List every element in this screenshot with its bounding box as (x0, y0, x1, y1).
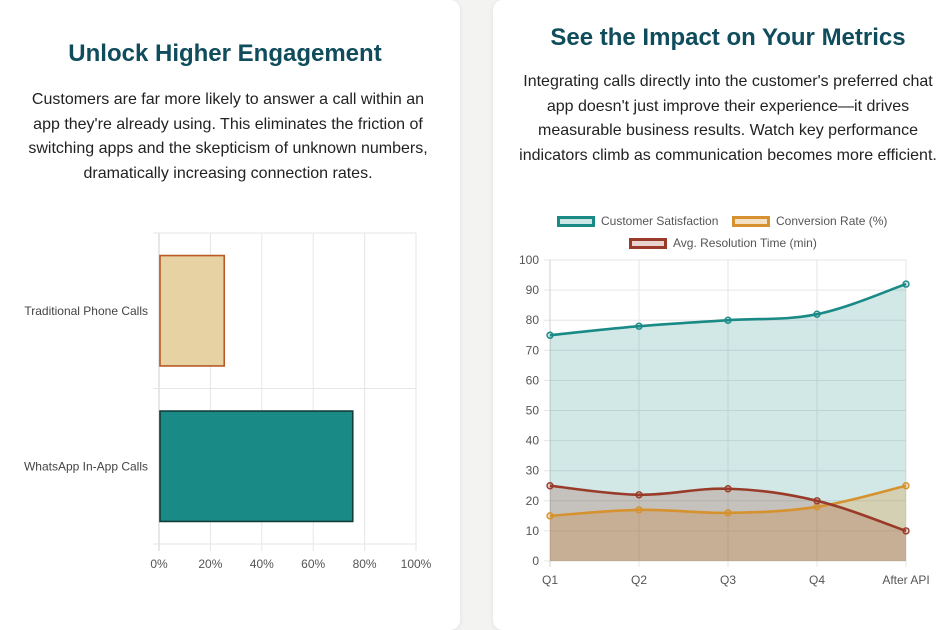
line-chart-points (546, 280, 910, 535)
legend-swatch-customer-satisfaction (557, 215, 595, 227)
line-y-tick-label: 20 (526, 494, 540, 508)
legend-label-resolution-time: Avg. Resolution Time (min) (673, 236, 817, 250)
point-conversion-rate (546, 512, 554, 520)
point-customer-satisfaction (546, 331, 554, 339)
line-y-tick-label: 100 (519, 253, 539, 267)
line-y-tick-label: 0 (532, 554, 539, 568)
legend-item-customer-satisfaction[interactable]: Customer Satisfaction (557, 213, 718, 229)
bar-x-tick-label: 80% (353, 557, 377, 571)
legend-label-conversion-rate: Conversion Rate (%) (776, 214, 888, 228)
bar-x-tick-label: 60% (301, 557, 325, 571)
line-x-tick-label: After API (882, 573, 929, 587)
bar-chart-labels: 0% 20% 40% 60% 80% 100% Traditional Phone Call… (24, 304, 432, 571)
line-y-tick-label: 60 (526, 373, 540, 387)
line-x-tick-label: Q1 (542, 573, 558, 587)
engagement-description: Customers are far more likely to answer … (28, 91, 428, 182)
point-conversion-rate (724, 509, 732, 517)
point-customer-satisfaction (902, 280, 910, 288)
bar-traditional-phone-calls (159, 254, 226, 367)
bar-category-label: WhatsApp In-App Calls (24, 459, 148, 473)
legend-item-resolution-time[interactable]: Avg. Resolution Time (min) (629, 235, 817, 251)
line-chart-lines (549, 282, 907, 533)
bar-chart-bars (159, 254, 354, 523)
area-conversion-rate (550, 485, 906, 561)
bar-x-tick-label: 40% (250, 557, 274, 571)
line-conversion-rate (549, 484, 907, 518)
engagement-title: Unlock Higher Engagement (68, 40, 382, 67)
point-avg-resolution-time-min (635, 491, 643, 499)
point-customer-satisfaction (813, 310, 821, 318)
legend-swatch-resolution-time (629, 237, 667, 249)
line-x-tick-label: Q4 (809, 573, 825, 587)
bar-whatsapp-in-app-calls (159, 410, 354, 523)
line-y-tick-label: 90 (526, 283, 540, 297)
line-chart-labels: 0 10 20 30 40 50 60 70 80 90 100 Q1 Q2 Q3 Q4 After API (519, 253, 930, 587)
legend-label-customer-satisfaction: Customer Satisfaction (601, 214, 719, 228)
bar-x-tick-label: 0% (150, 557, 168, 571)
metrics-line-chart: 0 10 20 30 40 50 60 70 80 90 100 Q1 Q2 Q3 Q4 After API (519, 253, 930, 587)
metrics-description: Integrating calls directly into the cust… (519, 73, 937, 164)
line-y-tick-label: 40 (526, 434, 540, 448)
legend-item-conversion-rate[interactable]: Conversion Rate (%) (732, 213, 887, 229)
point-avg-resolution-time-min (724, 485, 732, 493)
point-customer-satisfaction (724, 316, 732, 324)
line-chart-areas (550, 284, 906, 561)
line-chart-gridlines (544, 259, 907, 567)
legend-swatch-conversion-rate (732, 215, 770, 227)
engagement-card: Unlock Higher Engagement Customers are f… (0, 0, 460, 630)
point-avg-resolution-time-min (902, 527, 910, 535)
point-avg-resolution-time-min (546, 482, 554, 490)
line-x-tick-label: Q3 (720, 573, 736, 587)
point-conversion-rate (635, 506, 643, 514)
line-y-tick-label: 50 (526, 404, 540, 418)
bar-x-tick-label: 100% (401, 557, 432, 571)
line-x-tick-label: Q2 (631, 573, 647, 587)
point-conversion-rate (813, 503, 821, 511)
line-y-tick-label: 10 (526, 524, 540, 538)
metrics-card: See the Impact on Your Metrics Integrati… (493, 0, 946, 630)
point-conversion-rate (902, 482, 910, 490)
bar-category-label: Traditional Phone Calls (24, 304, 148, 318)
line-avg-resolution-time-min (549, 484, 907, 533)
engagement-bar-chart: 0% 20% 40% 60% 80% 100% Traditional Phone Call… (24, 232, 432, 571)
point-avg-resolution-time-min (813, 497, 821, 505)
point-customer-satisfaction (635, 322, 643, 330)
line-y-tick-label: 80 (526, 313, 540, 327)
line-y-tick-label: 30 (526, 464, 540, 478)
line-y-tick-label: 70 (526, 343, 540, 357)
area-avg-resolution-time-min (550, 485, 906, 561)
metrics-title: See the Impact on Your Metrics (550, 24, 906, 51)
bar-x-tick-label: 20% (198, 557, 222, 571)
line-customer-satisfaction (549, 282, 907, 337)
